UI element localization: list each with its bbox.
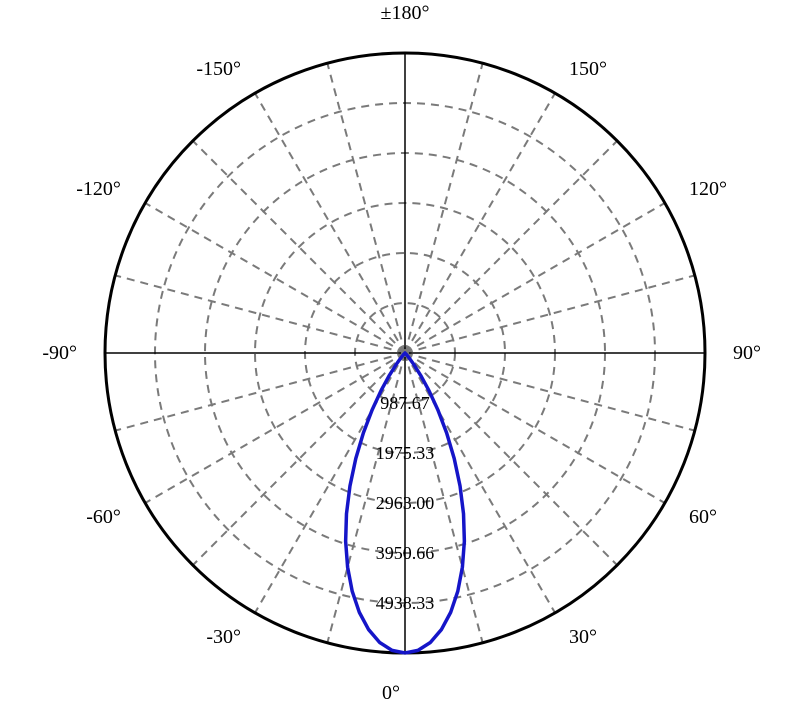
angle-label: 120° [689,178,727,200]
angle-label: -60° [86,506,121,528]
angle-label: 90° [733,342,761,364]
angle-label: -30° [206,626,241,648]
angle-label: ±180° [381,2,430,24]
polar-chart: 987.67 1975.33 2963.00 3950.66 4938.33 ±180° -… [0,0,811,701]
angle-label: -120° [76,178,121,200]
radial-label: 3950.66 [376,543,435,563]
grid-spoke [255,93,405,353]
grid-spoke [405,203,665,353]
angle-label: 0° [382,682,400,701]
radial-label: 2963.00 [376,493,435,513]
angle-label: 150° [569,58,607,80]
radial-label: 987.67 [380,393,430,413]
grid-spoke [405,353,695,431]
angle-label: -90° [42,342,77,364]
angle-label: 30° [569,626,597,648]
radial-label: 4938.33 [376,593,435,613]
angle-label: 60° [689,506,717,528]
radial-label: 1975.33 [376,443,435,463]
grid-spoke [405,141,617,353]
angle-label: -150° [196,58,241,80]
